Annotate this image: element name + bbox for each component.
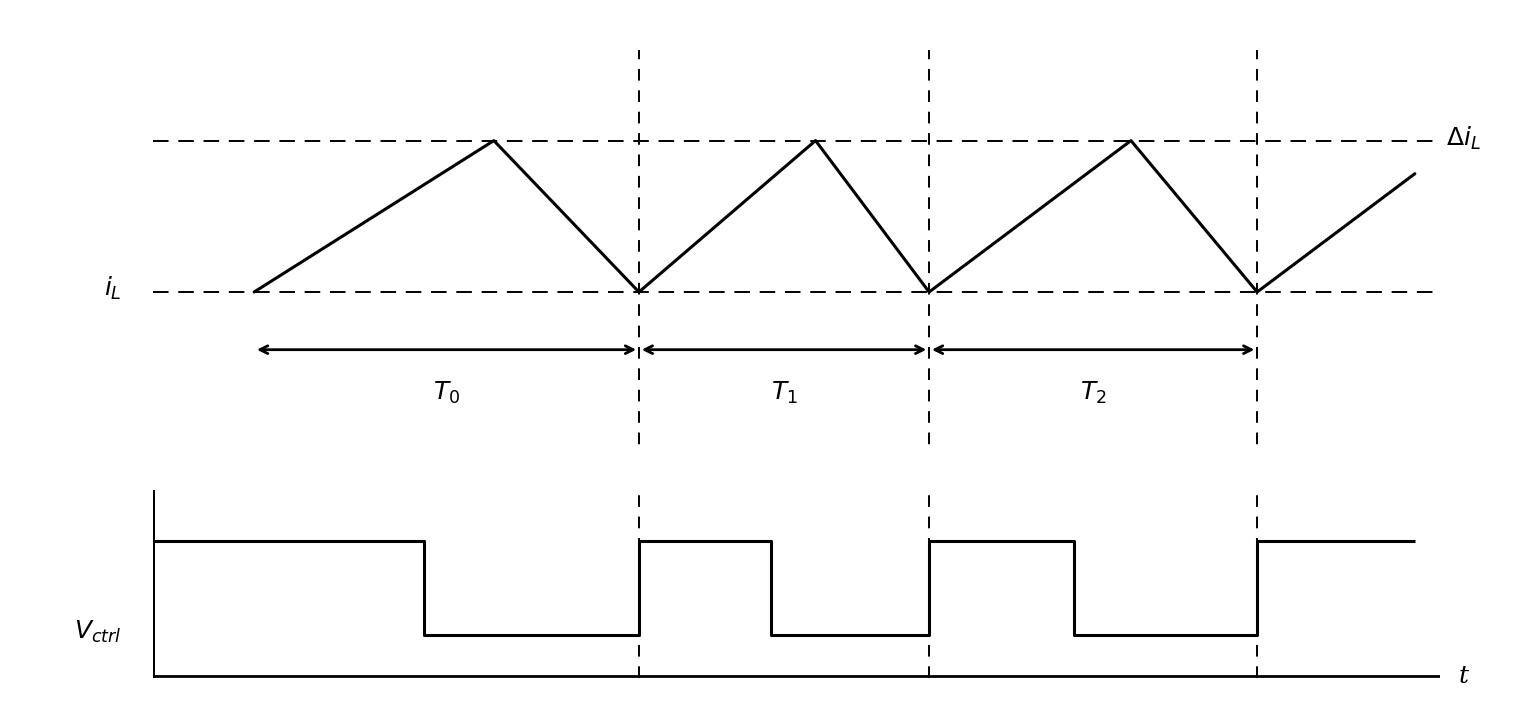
Text: $T_2$: $T_2$ (1080, 380, 1106, 406)
Text: $T_0$: $T_0$ (434, 380, 460, 406)
Text: $T_1$: $T_1$ (771, 380, 798, 406)
Text: t: t (1458, 665, 1469, 688)
Text: $\Delta i_L$: $\Delta i_L$ (1446, 125, 1481, 152)
Text: $i_L$: $i_L$ (104, 275, 121, 302)
Text: $V_{ctrl}$: $V_{ctrl}$ (74, 619, 121, 645)
